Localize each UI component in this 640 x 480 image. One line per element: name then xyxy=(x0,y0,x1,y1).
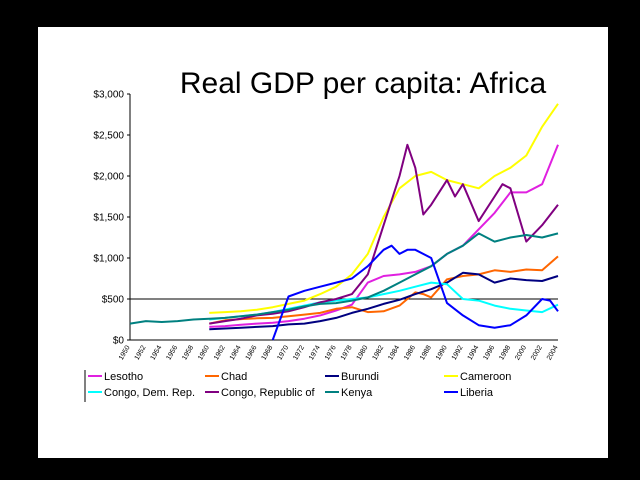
x-tick-label: 1978 xyxy=(340,344,354,361)
x-tick-label: 1986 xyxy=(403,344,417,361)
x-tick-label: 1954 xyxy=(150,344,164,361)
x-tick-label: 1962 xyxy=(213,344,227,361)
x-tick-label: 2002 xyxy=(530,344,544,361)
legend-label: Congo, Republic of xyxy=(221,387,316,399)
chart-series-lines xyxy=(129,103,559,341)
y-tick-label: $2,500 xyxy=(93,131,124,142)
x-tick-label: 1960 xyxy=(197,344,211,361)
x-tick-label: 1988 xyxy=(419,344,433,361)
series-line xyxy=(209,255,559,325)
x-tick-label: 1972 xyxy=(292,344,306,361)
y-tick-label: $500 xyxy=(102,295,125,306)
x-tick-label: 1996 xyxy=(482,344,496,361)
x-tick-label: 1980 xyxy=(356,344,370,361)
x-tick-label: 1982 xyxy=(372,344,386,361)
x-tick-label: 1976 xyxy=(324,344,338,361)
x-tick-label: 1998 xyxy=(498,344,512,361)
x-tick-label: 1992 xyxy=(451,344,465,361)
legend-label: Congo, Dem. Rep. xyxy=(104,387,195,399)
x-tick-label: 1966 xyxy=(245,344,259,361)
legend-label: Liberia xyxy=(460,387,494,399)
x-tick-label: 2000 xyxy=(514,344,528,361)
legend-label: Lesotho xyxy=(104,371,143,383)
x-tick-label: 1968 xyxy=(261,344,275,361)
x-tick-label: 1958 xyxy=(181,344,195,361)
series-line xyxy=(209,143,559,325)
x-tick-label: 1950 xyxy=(118,344,132,361)
chart-legend: Lesotho Chad Burundi Cameroon Congo, Dem. Re… xyxy=(84,370,511,402)
legend-label: Cameroon xyxy=(460,371,511,383)
series-line xyxy=(209,271,559,331)
slide: Real GDP per capita: Africa xyxy=(38,27,608,458)
y-tick-label: $3,000 xyxy=(93,90,124,101)
legend-label: Kenya xyxy=(341,387,373,399)
series-line xyxy=(209,103,559,314)
series-line xyxy=(129,232,559,325)
x-tick-label: 1952 xyxy=(134,344,148,361)
legend-label: Chad xyxy=(221,371,247,383)
x-tick-label: 2004 xyxy=(546,344,560,361)
y-tick-label: $1,000 xyxy=(93,254,124,265)
legend-label: Burundi xyxy=(341,371,379,383)
x-tick-label: 1956 xyxy=(165,344,179,361)
chart-axes xyxy=(129,94,558,341)
y-tick-label: $2,000 xyxy=(93,172,124,183)
series-line xyxy=(209,144,559,328)
y-tick-label: $0 xyxy=(113,336,125,347)
x-tick-label: 1990 xyxy=(435,344,449,361)
series-line xyxy=(271,244,559,341)
y-tick-label: $1,500 xyxy=(93,213,124,224)
x-tick-label: 1984 xyxy=(387,344,401,361)
slide-title: Real GDP per capita: Africa xyxy=(179,67,547,100)
x-tick-label: 1970 xyxy=(276,344,290,361)
x-tick-label: 1974 xyxy=(308,344,322,361)
x-tick-label: 1994 xyxy=(467,344,481,361)
x-tick-label: 1964 xyxy=(229,344,243,361)
